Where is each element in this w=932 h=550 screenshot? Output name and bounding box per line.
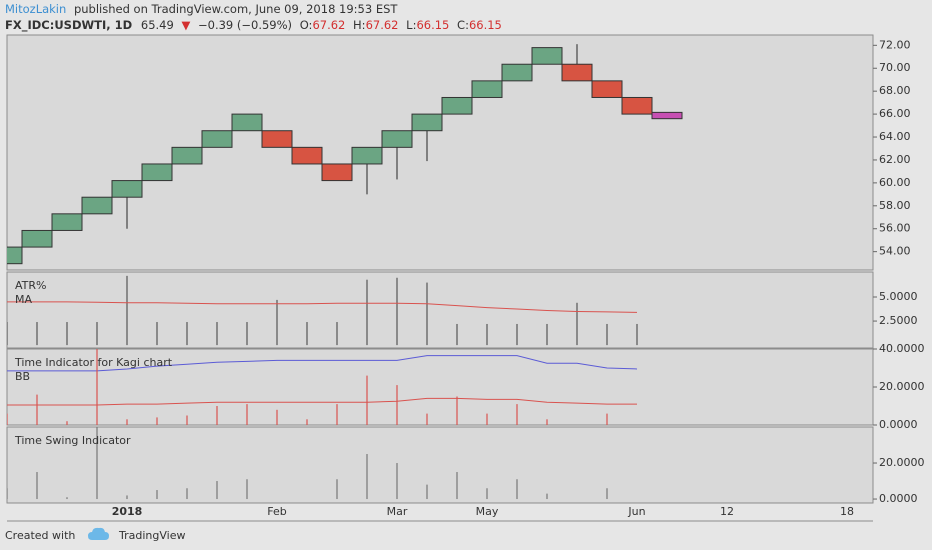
published: published on TradingView.com, June 09, 2…: [74, 2, 398, 16]
y-tick-label: 0.0000: [879, 418, 918, 431]
symbol: FX_IDC:USDWTI, 1D: [5, 18, 132, 33]
legend-label: MA: [15, 293, 32, 306]
renko-brick: [201, 130, 233, 148]
renko-brick: [501, 63, 533, 82]
panel-plot: [7, 349, 638, 425]
created-with: Created with: [5, 529, 75, 542]
renko-brick: [381, 130, 413, 148]
legend-label: BB: [15, 370, 30, 383]
y-tick-label: 66.00: [879, 107, 911, 120]
y-tick-label: 56.00: [879, 222, 911, 235]
y-tick-label: 72.00: [879, 38, 911, 51]
c-label: C:: [457, 18, 469, 32]
y-tick-label: 40.0000: [879, 342, 925, 355]
last-price: 65.49: [141, 18, 174, 32]
renko-brick: [411, 113, 443, 132]
indicator-line: [7, 397, 637, 406]
y-tick-label: 2.5000: [879, 314, 918, 327]
renko-brick: [531, 47, 563, 65]
open: 67.62: [312, 18, 345, 32]
renko-brick: [351, 146, 383, 165]
x-tick-label: Mar: [387, 505, 408, 518]
close: 66.15: [469, 18, 502, 32]
legend-label: Time Indicator for Kagi chart: [14, 356, 173, 369]
change: −0.39 (−0.59%): [198, 18, 292, 32]
h-label: H:: [353, 18, 366, 32]
renko-brick: [111, 180, 143, 198]
panel-plot: [7, 275, 638, 346]
brand-logo[interactable]: [88, 527, 109, 540]
l-label: L:: [406, 18, 416, 32]
renko-brick: [171, 146, 203, 165]
renko-brick: [141, 163, 173, 182]
symbol-line: FX_IDC:USDWTI, 1D 65.49 ▼ −0.39 (−0.59%)…: [5, 18, 502, 33]
y-tick-label: 58.00: [879, 199, 911, 212]
y-tick-label: 20.0000: [879, 380, 925, 393]
renko-brick: [81, 196, 113, 215]
x-tick-label: Jun: [627, 505, 645, 518]
panel: [6, 34, 874, 271]
indicator-line: [7, 301, 638, 313]
renko-brick: [7, 246, 23, 265]
y-tick-label: 62.00: [879, 153, 911, 166]
panel: [6, 426, 874, 504]
legend-label: Time Swing Indicator: [14, 434, 131, 447]
y-tick-label: 68.00: [879, 84, 911, 97]
renko-brick: [51, 213, 83, 231]
brand-link[interactable]: TradingView: [118, 529, 185, 542]
y-tick-label: 54.00: [879, 245, 911, 258]
panel-plot: [7, 427, 608, 500]
indicator-line: [7, 355, 638, 372]
panel: [6, 348, 874, 426]
arrow: ▼: [181, 18, 190, 32]
renko-brick: [261, 130, 293, 148]
renko-brick: [651, 111, 683, 120]
y-tick-label: 64.00: [879, 130, 911, 143]
x-tick-label: Feb: [267, 505, 286, 518]
x-tick-label: 2018: [112, 505, 143, 518]
user-link[interactable]: MitozLakin: [5, 2, 66, 16]
y-tick-label: 60.00: [879, 176, 911, 189]
low: 66.15: [416, 18, 449, 32]
legend-label: ATR%: [15, 279, 47, 292]
renko-brick: [591, 80, 623, 98]
y-tick-label: 5.0000: [879, 290, 918, 303]
header-line: MitozLakin published on TradingView.com,…: [5, 2, 398, 16]
x-tick-label: 18: [840, 505, 854, 518]
high: 67.62: [366, 18, 399, 32]
y-tick-label: 0.0000: [879, 492, 918, 505]
o-label: O:: [300, 18, 313, 32]
panel: [6, 271, 874, 349]
renko-brick: [231, 113, 263, 132]
y-tick-label: 70.00: [879, 61, 911, 74]
renko-brick: [621, 96, 653, 115]
renko-brick: [561, 63, 593, 82]
renko-brick: [321, 163, 353, 182]
panel-plot: [7, 44, 683, 265]
x-tick-label: May: [476, 505, 499, 518]
y-tick-label: 20.0000: [879, 456, 925, 469]
renko-brick: [441, 96, 473, 115]
renko-brick: [471, 80, 503, 98]
renko-brick: [291, 146, 323, 165]
renko-brick: [21, 229, 53, 248]
x-tick-label: 12: [720, 505, 734, 518]
